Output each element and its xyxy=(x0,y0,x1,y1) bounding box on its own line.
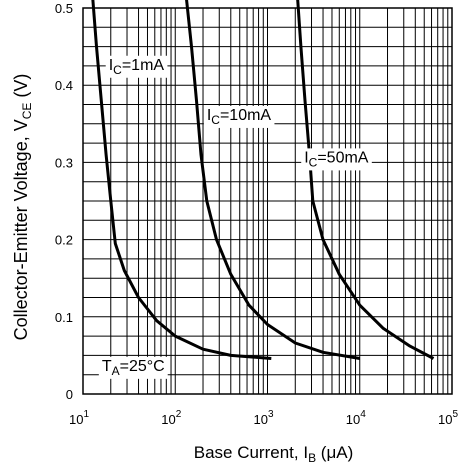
x-tick-label: 104 xyxy=(346,409,366,427)
series-line-1 xyxy=(91,0,272,360)
temperature-annotation: TA=25°C xyxy=(102,358,165,378)
y-tick-label: 0.4 xyxy=(55,78,73,93)
plot-frame xyxy=(82,7,453,395)
y-tick-label: 0.5 xyxy=(55,1,73,16)
curve-labels: IC=1mA IC=10mA IC=50mA TA=25°C xyxy=(98,55,372,379)
series-label-2-bg xyxy=(203,105,275,128)
x-tick-label: 101 xyxy=(69,409,89,427)
x-tick-label: 102 xyxy=(161,409,181,427)
x-axis-label: Base Current, IB (μA) xyxy=(194,443,354,465)
x-tick-label: 105 xyxy=(438,409,458,427)
y-tick-labels: 0 0.1 0.2 0.3 0.4 0.5 xyxy=(55,1,73,402)
series-label-3: IC=50mA xyxy=(304,149,369,169)
y-tick-label: 0.3 xyxy=(55,155,73,170)
y-axis-label: Collector-Emitter Voltage, VCE (V) xyxy=(11,74,34,341)
x-tick-label: 103 xyxy=(253,409,273,427)
temperature-annotation-bg xyxy=(98,356,168,379)
series-line-3 xyxy=(296,0,435,360)
series-label-1-bg xyxy=(105,55,168,78)
curves xyxy=(91,0,435,360)
y-tick-label: 0 xyxy=(66,387,73,402)
y-tick-label: 0.1 xyxy=(55,310,73,325)
y-tick-label: 0.2 xyxy=(55,233,73,248)
x-tick-labels: 101 102 103 104 105 xyxy=(69,409,458,427)
series-label-3-bg xyxy=(301,148,372,171)
series-line-2 xyxy=(185,0,361,360)
series-label-1: IC=1mA xyxy=(109,57,165,77)
series-label-2: IC=10mA xyxy=(207,107,272,127)
